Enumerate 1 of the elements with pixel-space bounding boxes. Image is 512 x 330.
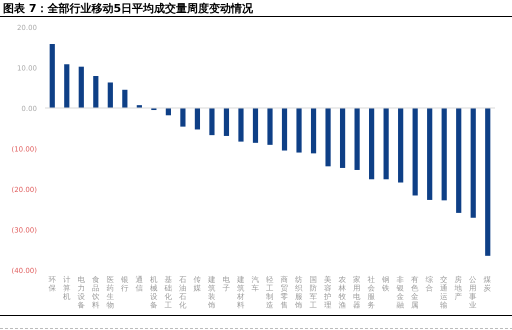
title: 图表 7：全部行业移动5日平均成交量周度变动情况 — [3, 2, 254, 15]
